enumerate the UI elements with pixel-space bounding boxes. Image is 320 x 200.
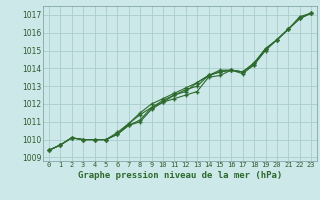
X-axis label: Graphe pression niveau de la mer (hPa): Graphe pression niveau de la mer (hPa) xyxy=(78,171,282,180)
